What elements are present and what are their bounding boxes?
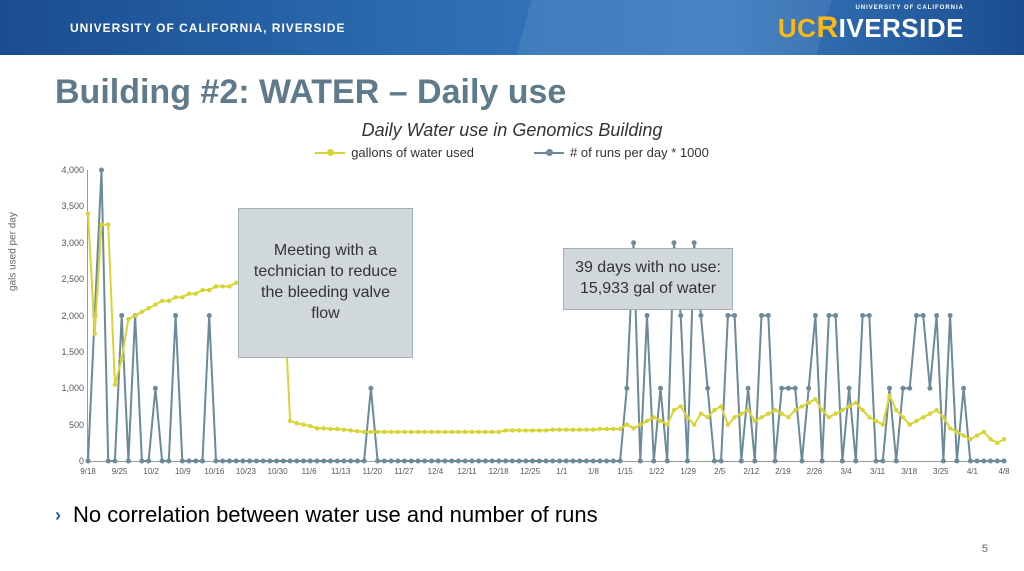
x-tick: 2/26: [807, 467, 823, 476]
x-tick: 9/25: [112, 467, 128, 476]
x-tick: 3/25: [933, 467, 949, 476]
chart-legend: gallons of water used # of runs per day …: [0, 145, 1024, 160]
x-tick: 11/6: [302, 467, 317, 476]
legend-label-runs: # of runs per day * 1000: [570, 145, 709, 160]
page-number: 5: [982, 543, 988, 555]
ucr-logo: UNIVERSITY OF CALIFORNIA UCRIVERSIDE: [778, 11, 964, 45]
logo-rest: IVERSIDE: [839, 13, 964, 43]
legend-item-gallons: gallons of water used: [315, 145, 474, 160]
x-tick: 2/5: [714, 467, 725, 476]
x-tick: 2/19: [775, 467, 791, 476]
y-tick: 2,000: [56, 311, 84, 321]
x-tick: 9/18: [80, 467, 96, 476]
x-tick: 2/12: [744, 467, 760, 476]
x-tick: 11/20: [363, 467, 382, 476]
y-tick: 1,500: [56, 347, 84, 357]
y-tick: 2,500: [56, 274, 84, 284]
banner-university-text: UNIVERSITY OF CALIFORNIA, RIVERSIDE: [70, 21, 345, 35]
chart-title: Daily Water use in Genomics Building: [0, 120, 1024, 141]
chart-plot: Meeting with a technician to reduce the …: [87, 170, 1004, 462]
y-tick: 4,000: [56, 165, 84, 175]
x-tick: 3/18: [901, 467, 917, 476]
legend-swatch-yellow: [315, 152, 345, 154]
logo-r: R: [816, 11, 838, 44]
logo-subtitle: UNIVERSITY OF CALIFORNIA: [855, 5, 964, 11]
x-tick: 12/25: [520, 467, 540, 476]
legend-swatch-gray: [534, 152, 564, 154]
x-tick: 10/2: [143, 467, 159, 476]
x-tick: 11/13: [331, 467, 350, 476]
chart-area: gals used per day Meeting with a technic…: [55, 170, 1004, 480]
y-tick: 0: [56, 456, 84, 466]
legend-label-gallons: gallons of water used: [351, 145, 474, 160]
y-tick: 3,500: [56, 201, 84, 211]
logo-uc: UC: [778, 13, 817, 43]
bullet-text: No correlation between water use and num…: [73, 502, 598, 528]
x-tick: 10/16: [204, 467, 224, 476]
y-tick: 1,000: [56, 383, 84, 393]
annotation-39days: 39 days with no use: 15,933 gal of water: [563, 248, 733, 310]
x-tick: 10/30: [268, 467, 288, 476]
x-tick: 12/11: [457, 467, 476, 476]
x-tick: 1/15: [617, 467, 633, 476]
x-tick: 10/23: [236, 467, 256, 476]
y-tick: 500: [56, 420, 84, 430]
chevron-icon: ›: [55, 505, 61, 526]
x-tick: 3/4: [841, 467, 852, 476]
x-tick: 1/1: [556, 467, 567, 476]
x-tick: 1/29: [680, 467, 696, 476]
annotation-technician: Meeting with a technician to reduce the …: [238, 208, 413, 358]
y-tick: 3,000: [56, 238, 84, 248]
header-banner: UNIVERSITY OF CALIFORNIA, RIVERSIDE UNIV…: [0, 0, 1024, 55]
legend-item-runs: # of runs per day * 1000: [534, 145, 709, 160]
bullet-row: › No correlation between water use and n…: [55, 502, 1024, 528]
x-tick: 12/4: [428, 467, 444, 476]
x-tick: 1/8: [588, 467, 599, 476]
x-tick: 1/22: [649, 467, 665, 476]
x-tick: 4/8: [998, 467, 1009, 476]
chart-svg: [88, 170, 1004, 461]
x-tick: 3/11: [870, 467, 885, 476]
y-axis-label: gals used per day: [8, 212, 19, 291]
slide-title: Building #2: WATER – Daily use: [55, 73, 1024, 112]
x-tick: 10/9: [175, 467, 191, 476]
x-tick: 12/18: [489, 467, 509, 476]
x-tick: 4/1: [967, 467, 978, 476]
x-tick: 11/27: [394, 467, 413, 476]
